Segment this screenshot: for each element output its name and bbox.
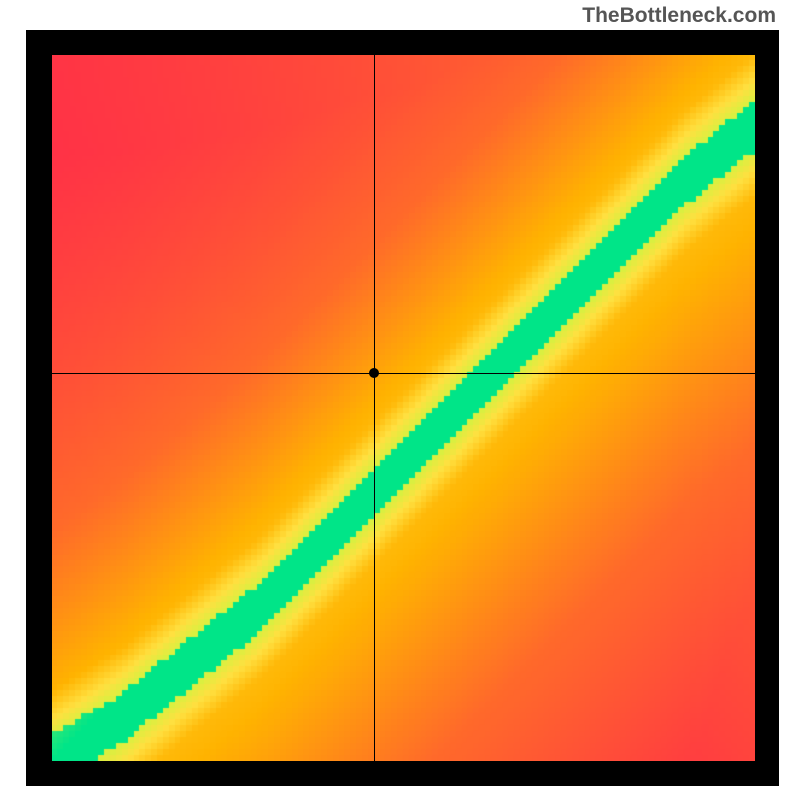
page-root: TheBottleneck.com xyxy=(0,0,800,800)
crosshair-vertical xyxy=(374,55,375,761)
plot-outer-frame xyxy=(26,30,779,786)
crosshair-point xyxy=(369,368,379,378)
heatmap-region xyxy=(52,55,755,761)
watermark-text: TheBottleneck.com xyxy=(582,4,776,28)
crosshair-horizontal xyxy=(52,373,755,374)
heatmap-canvas xyxy=(52,55,755,761)
